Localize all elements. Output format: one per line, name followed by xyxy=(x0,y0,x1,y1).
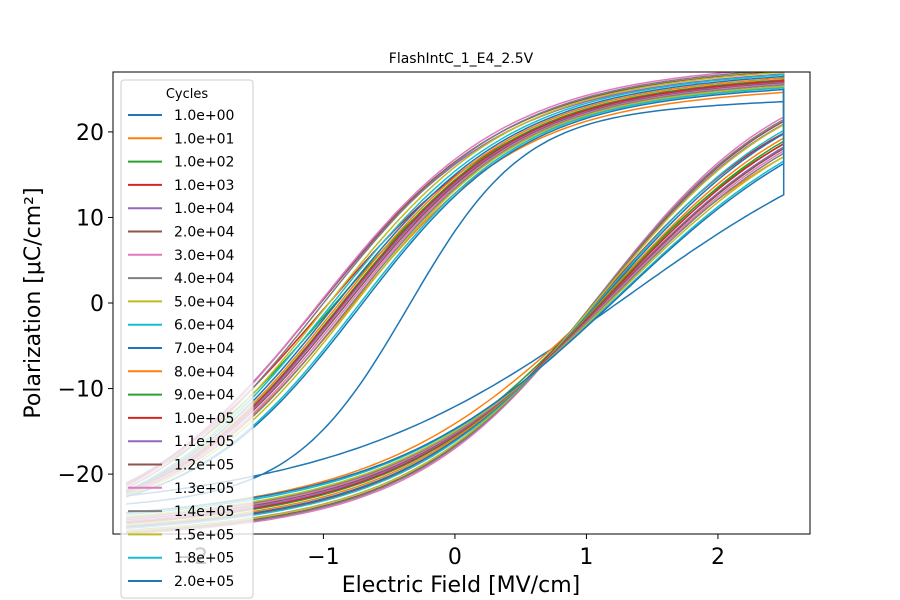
legend-title: Cycles xyxy=(166,87,209,102)
legend-label: 1.0e+03 xyxy=(174,178,234,194)
y-tick-label: −20 xyxy=(58,463,104,488)
legend-label: 1.5e+05 xyxy=(174,527,234,543)
legend-label: 1.0e+04 xyxy=(174,201,235,217)
legend-label: 1.0e+02 xyxy=(174,155,234,171)
legend-label: 3.0e+04 xyxy=(174,248,235,264)
legend-label: 1.0e+00 xyxy=(174,108,234,124)
x-tick-label: 1 xyxy=(579,545,593,570)
legend-label: 2.0e+04 xyxy=(174,225,235,241)
legend-label: 1.1e+05 xyxy=(174,434,234,450)
x-tick-label: 2 xyxy=(711,545,725,570)
legend-label: 5.0e+04 xyxy=(174,294,235,310)
y-tick-label: 20 xyxy=(76,121,104,146)
series-curves xyxy=(125,72,785,534)
legend-label: 9.0e+04 xyxy=(174,388,235,404)
legend-label: 1.0e+05 xyxy=(174,411,234,427)
x-axis-label: Electric Field [MV/cm] xyxy=(342,573,580,598)
x-tick-label: 0 xyxy=(448,545,462,570)
legend-label: 8.0e+04 xyxy=(174,364,235,380)
legend-label: 1.2e+05 xyxy=(174,458,234,474)
legend-label: 1.4e+05 xyxy=(174,504,234,520)
legend-label: 1.3e+05 xyxy=(174,481,234,497)
y-axis-label: Polarization [μC/cm²] xyxy=(21,187,46,418)
legend-label: 1.8e+05 xyxy=(174,551,234,567)
legend-label: 6.0e+04 xyxy=(174,318,235,334)
chart-title: FlashIntC_1_E4_2.5V xyxy=(389,51,534,67)
legend-label: 7.0e+04 xyxy=(174,341,235,357)
legend-label: 4.0e+04 xyxy=(174,271,235,287)
y-tick-label: 10 xyxy=(76,206,104,231)
y-tick-label: 0 xyxy=(90,292,104,317)
series-line-2.0e+05 xyxy=(125,88,785,514)
y-axis-ticks: −20 −10 0 10 20 xyxy=(58,121,113,488)
legend-items: 1.0e+00 1.0e+01 1.0e+02 1.0e+03 1.0e+04 2.0e+… xyxy=(128,108,235,590)
legend-label: 1.0e+01 xyxy=(174,131,234,147)
legend: Cycles 1.0e+001.0e+011.0e+021.0e+031.0e+… xyxy=(120,79,254,599)
legend-label: 2.0e+05 xyxy=(174,574,234,590)
y-tick-label: −10 xyxy=(58,378,104,403)
x-tick-label: −1 xyxy=(307,545,339,570)
legend-box xyxy=(120,79,254,599)
